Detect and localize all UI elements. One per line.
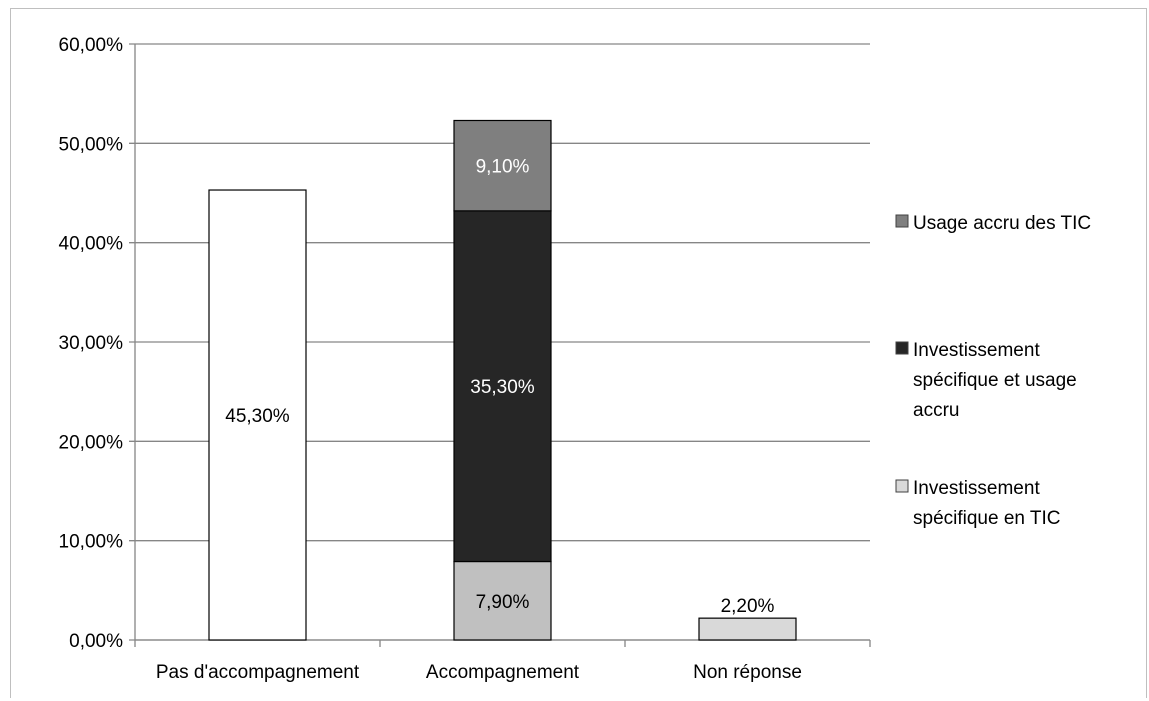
data-label: 45,30% <box>225 406 290 427</box>
x-tick-label: Accompagnement <box>426 662 580 683</box>
legend-label: Usage accru des TIC <box>913 213 1091 234</box>
y-tick-label: 60,00% <box>59 35 124 56</box>
data-label: 35,30% <box>470 377 535 398</box>
y-tick-label: 30,00% <box>59 333 124 354</box>
data-label: 9,10% <box>476 157 530 178</box>
legend-label: Investissement <box>913 478 1040 499</box>
bar-segment <box>453 119 552 212</box>
y-tick-label: 50,00% <box>59 134 124 155</box>
y-tick-label: 0,00% <box>69 631 123 652</box>
y-tick-label: 10,00% <box>59 532 124 553</box>
data-label: 2,20% <box>721 596 775 617</box>
legend-swatch <box>895 479 909 493</box>
y-tick-label: 20,00% <box>59 432 124 453</box>
chart-frame <box>10 8 1147 698</box>
legend-label: spécifique et usage <box>913 370 1077 391</box>
legend-label: Investissement <box>913 340 1040 361</box>
x-tick-label: Non réponse <box>693 662 802 683</box>
legend-label: spécifique en TIC <box>913 508 1061 529</box>
bar-segment <box>453 210 552 563</box>
bar-segment <box>698 617 797 641</box>
data-label: 7,90% <box>476 592 530 613</box>
x-tick-label: Pas d'accompagnement <box>156 662 360 683</box>
legend-label: accru <box>913 400 959 421</box>
legend-swatch <box>895 341 909 355</box>
bar-segment <box>453 560 552 641</box>
legend-swatch <box>895 214 909 228</box>
bar-segment <box>208 189 307 641</box>
y-tick-label: 40,00% <box>59 234 124 255</box>
